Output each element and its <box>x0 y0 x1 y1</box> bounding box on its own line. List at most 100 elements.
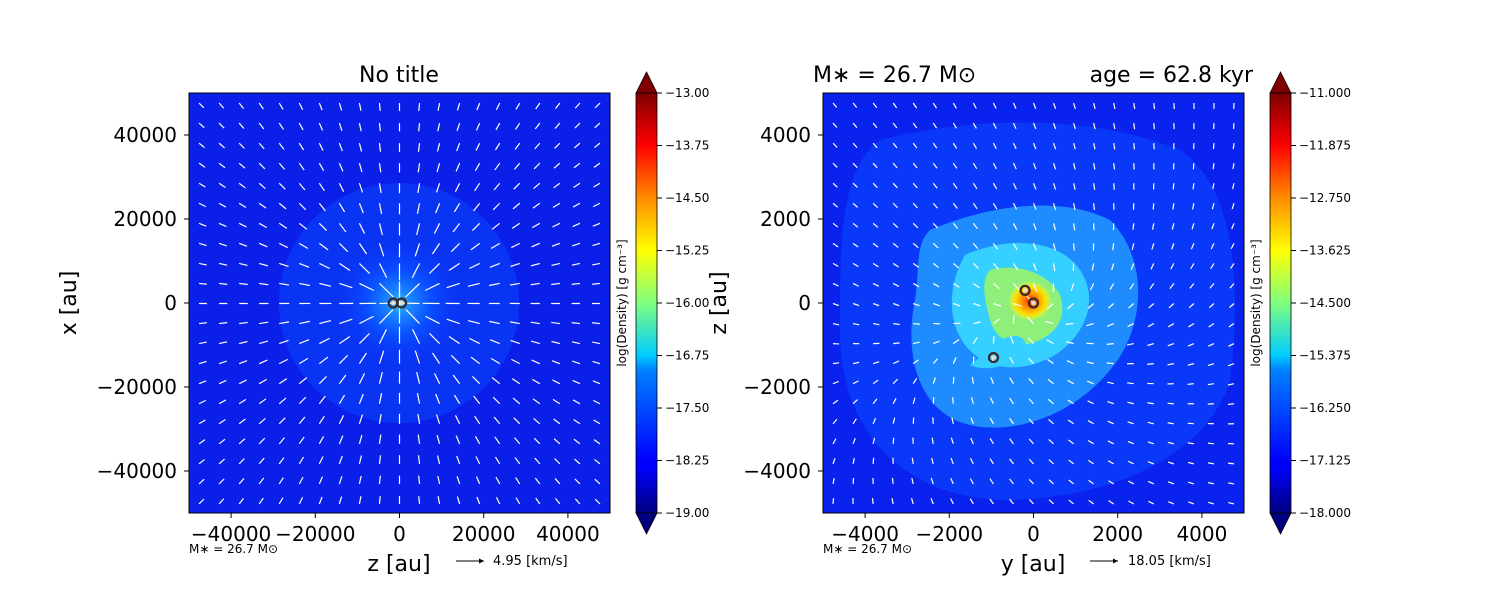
left-velocity-arrow <box>473 395 481 405</box>
left-velocity-arrow <box>594 478 601 485</box>
right-velocity-arrow <box>992 222 998 230</box>
left-colorbar-bottom-extend <box>635 512 658 535</box>
right-velocity-arrow <box>1107 440 1114 445</box>
left-velocity-arrow <box>494 142 501 151</box>
right-velocity-arrow <box>950 478 954 485</box>
right-colorbar-top-extend <box>1269 71 1292 94</box>
left-velocity-arrow <box>338 162 344 172</box>
right-velocity-arrow <box>1106 362 1114 365</box>
left-velocity-arrow <box>414 243 421 257</box>
right-velocity-arrow <box>1227 383 1235 386</box>
right-velocity-arrow <box>1167 343 1175 347</box>
right-velocity-arrow <box>1228 343 1235 347</box>
left-velocity-arrow <box>467 319 480 325</box>
right-velocity-arrow <box>912 397 916 404</box>
left-velocity-arrow <box>454 182 461 192</box>
right-velocity-arrow <box>1086 322 1094 327</box>
left-velocity-arrow <box>474 415 481 425</box>
right-velocity-arrow <box>912 417 915 424</box>
left-velocity-arrow <box>278 142 285 150</box>
right-velocity-arrow <box>1032 283 1038 292</box>
right-velocity-arrow <box>1208 343 1215 347</box>
left-velocity-arrow <box>279 321 290 325</box>
right-velocity-arrow <box>852 302 860 307</box>
left-velocity-arrow <box>278 242 288 249</box>
right-velocity-arrow <box>832 162 838 168</box>
left-velocity-arrow <box>298 122 304 131</box>
left-velocity-arrow <box>298 242 309 250</box>
left-velocity-arrow <box>198 419 206 425</box>
left-velocity-arrow <box>530 282 540 286</box>
left-velocity-arrow <box>278 102 284 110</box>
left-velocity-arrow <box>198 242 207 247</box>
right-velocity-arrow <box>852 202 859 208</box>
right-velocity-arrow <box>1187 422 1194 425</box>
left-velocity-arrow <box>278 497 284 505</box>
left-velocity-arrow <box>198 399 207 405</box>
right-panel: −4000 −2000 0 2000 4000 −4000 −2000 0 2000 4000 M… <box>707 63 1254 577</box>
left-velocity-arrow <box>456 102 461 111</box>
right-velocity-arrow <box>1128 303 1135 309</box>
left-velocity-arrow <box>450 242 461 253</box>
right-velocity-arrow <box>892 282 900 288</box>
right-velocity-arrow <box>1147 402 1154 405</box>
right-velocity-arrow <box>1208 303 1215 309</box>
right-velocity-arrow <box>1048 499 1054 505</box>
right-velocity-arrow <box>1009 397 1014 405</box>
right-velocity-arrow <box>1052 223 1057 231</box>
left-velocity-arrow <box>418 123 421 132</box>
left-panel: −40000 −20000 0 20000 40000−40000−2000002000… <box>57 63 611 577</box>
right-velocity-arrow <box>1047 358 1054 365</box>
left-velocity-arrow <box>338 142 343 152</box>
right-velocity-arrow <box>1129 283 1135 290</box>
right-velocity-arrow <box>1073 142 1076 150</box>
left-velocity-arrow <box>492 202 501 211</box>
left-velocity-arrow <box>474 182 481 192</box>
right-velocity-arrow <box>1047 378 1054 385</box>
left-colorbar-tick-label: −15.25 <box>665 244 709 258</box>
right-velocity-arrow <box>1232 163 1235 170</box>
right-velocity-arrow <box>1127 421 1134 425</box>
left-velocity-arrow <box>338 415 345 425</box>
right-velocity-arrow <box>1052 243 1056 251</box>
right-velocity-arrow <box>952 357 957 364</box>
left-velocity-arrow <box>593 419 601 425</box>
left-velocity-arrow <box>470 242 481 251</box>
right-velocity-arrow <box>1012 263 1019 271</box>
left-velocity-arrow <box>573 162 581 169</box>
right-velocity-arrow <box>1188 501 1195 505</box>
right-velocity-arrow <box>932 262 939 269</box>
left-velocity-arrow <box>592 202 601 208</box>
left-velocity-arrow <box>592 341 601 345</box>
right-velocity-arrow <box>1009 458 1014 465</box>
right-velocity-arrow <box>950 437 954 445</box>
left-velocity-arrow <box>574 142 581 149</box>
left-colorbar: −19.00 −18.25 −17.50 −16.75 −16.00 −15.25 −14.… <box>615 71 709 535</box>
right-velocity-arrow <box>990 376 994 384</box>
right-velocity-arrow <box>832 222 839 228</box>
right-mass-label: M∗ = 26.7 M⊙ <box>823 542 912 556</box>
left-velocity-arrow <box>378 329 388 344</box>
left-velocity-arrow <box>258 359 268 365</box>
left-velocity-arrow <box>259 262 269 267</box>
right-velocity-arrow <box>1150 263 1155 270</box>
left-velocity-arrow <box>593 439 601 445</box>
left-velocity-arrow <box>436 455 441 465</box>
right-velocity-arrow <box>972 162 978 169</box>
left-velocity-arrow <box>198 498 205 505</box>
right-velocity-arrow <box>1231 223 1235 230</box>
left-velocity-arrow <box>553 418 561 425</box>
right-velocity-arrow <box>1067 419 1074 425</box>
right-colorbar-tick-label: −12.750 <box>1299 191 1351 205</box>
right-velocity-arrow <box>872 182 878 189</box>
left-velocity-arrow <box>554 498 561 505</box>
left-velocity-arrow <box>552 398 561 405</box>
left-velocity-arrow <box>378 475 381 484</box>
left-velocity-arrow <box>219 322 228 325</box>
left-velocity-arrow <box>218 222 227 228</box>
left-velocity-arrow <box>450 354 461 365</box>
right-velocity-arrow <box>872 202 879 208</box>
left-velocity-arrow <box>531 222 541 229</box>
right-axis-ticks: −4000 −2000 0 2000 4000 −4000 −2000 0 2000 4000 <box>743 123 1227 546</box>
right-velocity-arrow <box>1093 203 1096 210</box>
